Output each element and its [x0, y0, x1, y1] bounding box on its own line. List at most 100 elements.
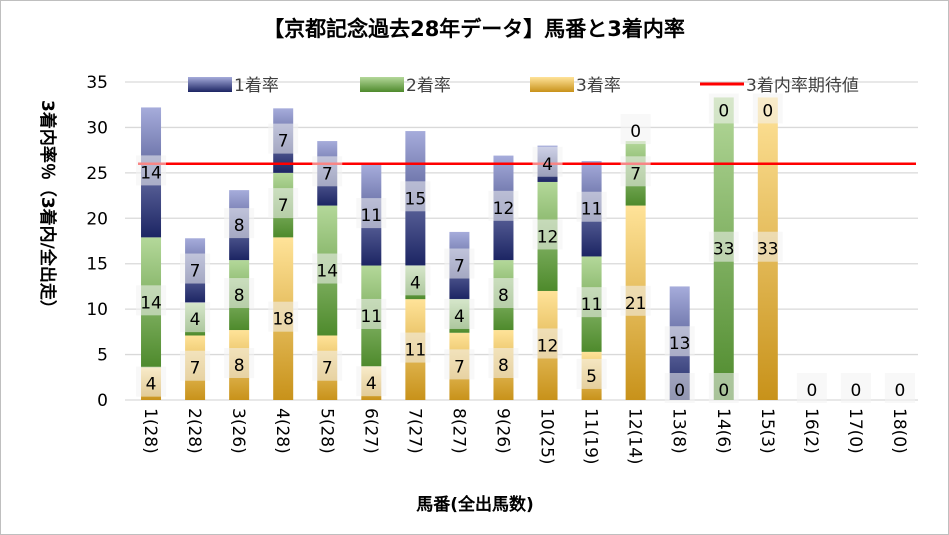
- x-tick-label: 16(2): [801, 408, 821, 454]
- data-label-bg: [356, 366, 387, 397]
- data-label: 0: [630, 122, 641, 142]
- data-label: 12: [537, 336, 559, 356]
- data-label: 7: [322, 359, 333, 379]
- data-label-bg: [884, 373, 915, 403]
- data-label: 7: [190, 262, 201, 282]
- x-tick-label: 18(0): [889, 408, 909, 454]
- data-label: 13: [669, 334, 691, 354]
- x-tick-label: 15(3): [757, 408, 777, 454]
- x-tick-label: 2(28): [184, 408, 204, 454]
- data-label: 7: [278, 196, 289, 216]
- data-label-bg: [180, 350, 211, 381]
- data-label: 11: [360, 307, 382, 327]
- data-label-bg: [224, 278, 255, 309]
- y-tick-label: 20: [86, 209, 108, 229]
- data-label-bg: [268, 188, 299, 219]
- y-tick-label: 0: [97, 391, 108, 411]
- x-tick-label: 11(19): [581, 408, 601, 465]
- data-label-bg: [444, 298, 475, 329]
- data-label: 0: [895, 381, 906, 401]
- data-label: 7: [278, 132, 289, 152]
- data-label-bg: [576, 358, 607, 389]
- data-label-bg: [620, 285, 651, 316]
- data-label-bg: [180, 302, 211, 333]
- data-label: 18: [272, 310, 294, 330]
- y-tick-label: 15: [86, 255, 108, 275]
- x-tick-label: 12(14): [625, 408, 645, 465]
- data-label-bg: [312, 253, 343, 284]
- data-label: 11: [581, 200, 603, 220]
- data-label-bg: [752, 231, 783, 262]
- data-label: 15: [405, 189, 427, 209]
- x-tick-label: 5(28): [316, 408, 336, 454]
- data-label: 12: [537, 227, 559, 247]
- data-label-bg: [708, 373, 739, 403]
- data-label: 33: [757, 240, 779, 260]
- data-label: 33: [713, 240, 735, 260]
- legend-swatch: [530, 77, 574, 92]
- x-tick-label: 4(28): [272, 408, 292, 454]
- data-label: 4: [410, 273, 421, 293]
- data-label: 0: [718, 381, 729, 401]
- data-label-bg: [532, 328, 563, 359]
- x-tick-label: 10(25): [537, 408, 557, 465]
- x-tick-label: 14(6): [713, 408, 733, 454]
- legend-label: 1着率: [234, 76, 279, 96]
- data-label: 11: [360, 206, 382, 226]
- y-tick-label: 25: [86, 164, 108, 184]
- data-label-bg: [400, 181, 431, 212]
- x-tick-label: 17(0): [845, 408, 865, 454]
- data-label-bg: [532, 146, 563, 177]
- x-tick-label: 1(28): [140, 408, 160, 454]
- y-tick-label: 35: [86, 73, 108, 93]
- data-label: 0: [806, 381, 817, 401]
- data-label-bg: [488, 278, 519, 309]
- data-label-bg: [708, 231, 739, 262]
- data-label: 8: [498, 286, 509, 306]
- data-label-bg: [136, 285, 167, 316]
- data-label-bg: [752, 93, 783, 124]
- data-label: 8: [498, 356, 509, 376]
- data-label-bg: [796, 373, 827, 403]
- legend-label: 2着率: [406, 76, 451, 96]
- y-tick-label: 30: [86, 118, 108, 138]
- data-label-bg: [444, 248, 475, 279]
- data-label: 0: [851, 381, 862, 401]
- data-label: 14: [140, 163, 162, 183]
- data-label: 7: [322, 164, 333, 184]
- y-tick-label: 10: [86, 300, 108, 320]
- data-label-bg: [532, 219, 563, 250]
- data-label-bg: [620, 114, 651, 145]
- data-label: 8: [234, 356, 245, 376]
- data-label-bg: [620, 156, 651, 187]
- chart-title: 【京都記念過去28年データ】馬番と3着内率: [263, 17, 685, 41]
- data-label: 0: [674, 381, 685, 401]
- data-label: 7: [190, 359, 201, 379]
- legend-label: 3着内率期待値: [746, 76, 859, 96]
- data-label: 4: [146, 375, 157, 395]
- data-label-bg: [400, 332, 431, 363]
- data-label: 21: [625, 294, 647, 314]
- data-label: 5: [586, 367, 597, 387]
- data-label: 7: [630, 164, 641, 184]
- data-label: 8: [234, 286, 245, 306]
- x-tick-label: 3(26): [228, 408, 248, 454]
- data-label-bg: [664, 373, 695, 403]
- x-axis-title: 馬番(全出馬数): [416, 494, 534, 515]
- data-label: 7: [454, 257, 465, 277]
- data-label-bg: [136, 366, 167, 397]
- data-label: 7: [454, 357, 465, 377]
- legend-label: 3着率: [576, 76, 621, 96]
- data-label-bg: [664, 326, 695, 357]
- data-label-bg: [224, 348, 255, 379]
- data-label-bg: [268, 123, 299, 154]
- data-label: 0: [762, 101, 773, 121]
- data-label-bg: [312, 156, 343, 187]
- data-label-bg: [224, 208, 255, 239]
- x-tick-label: 7(27): [404, 408, 424, 454]
- data-label-bg: [356, 198, 387, 229]
- data-label: 14: [140, 293, 162, 313]
- data-label: 4: [366, 374, 377, 394]
- data-label-bg: [356, 298, 387, 329]
